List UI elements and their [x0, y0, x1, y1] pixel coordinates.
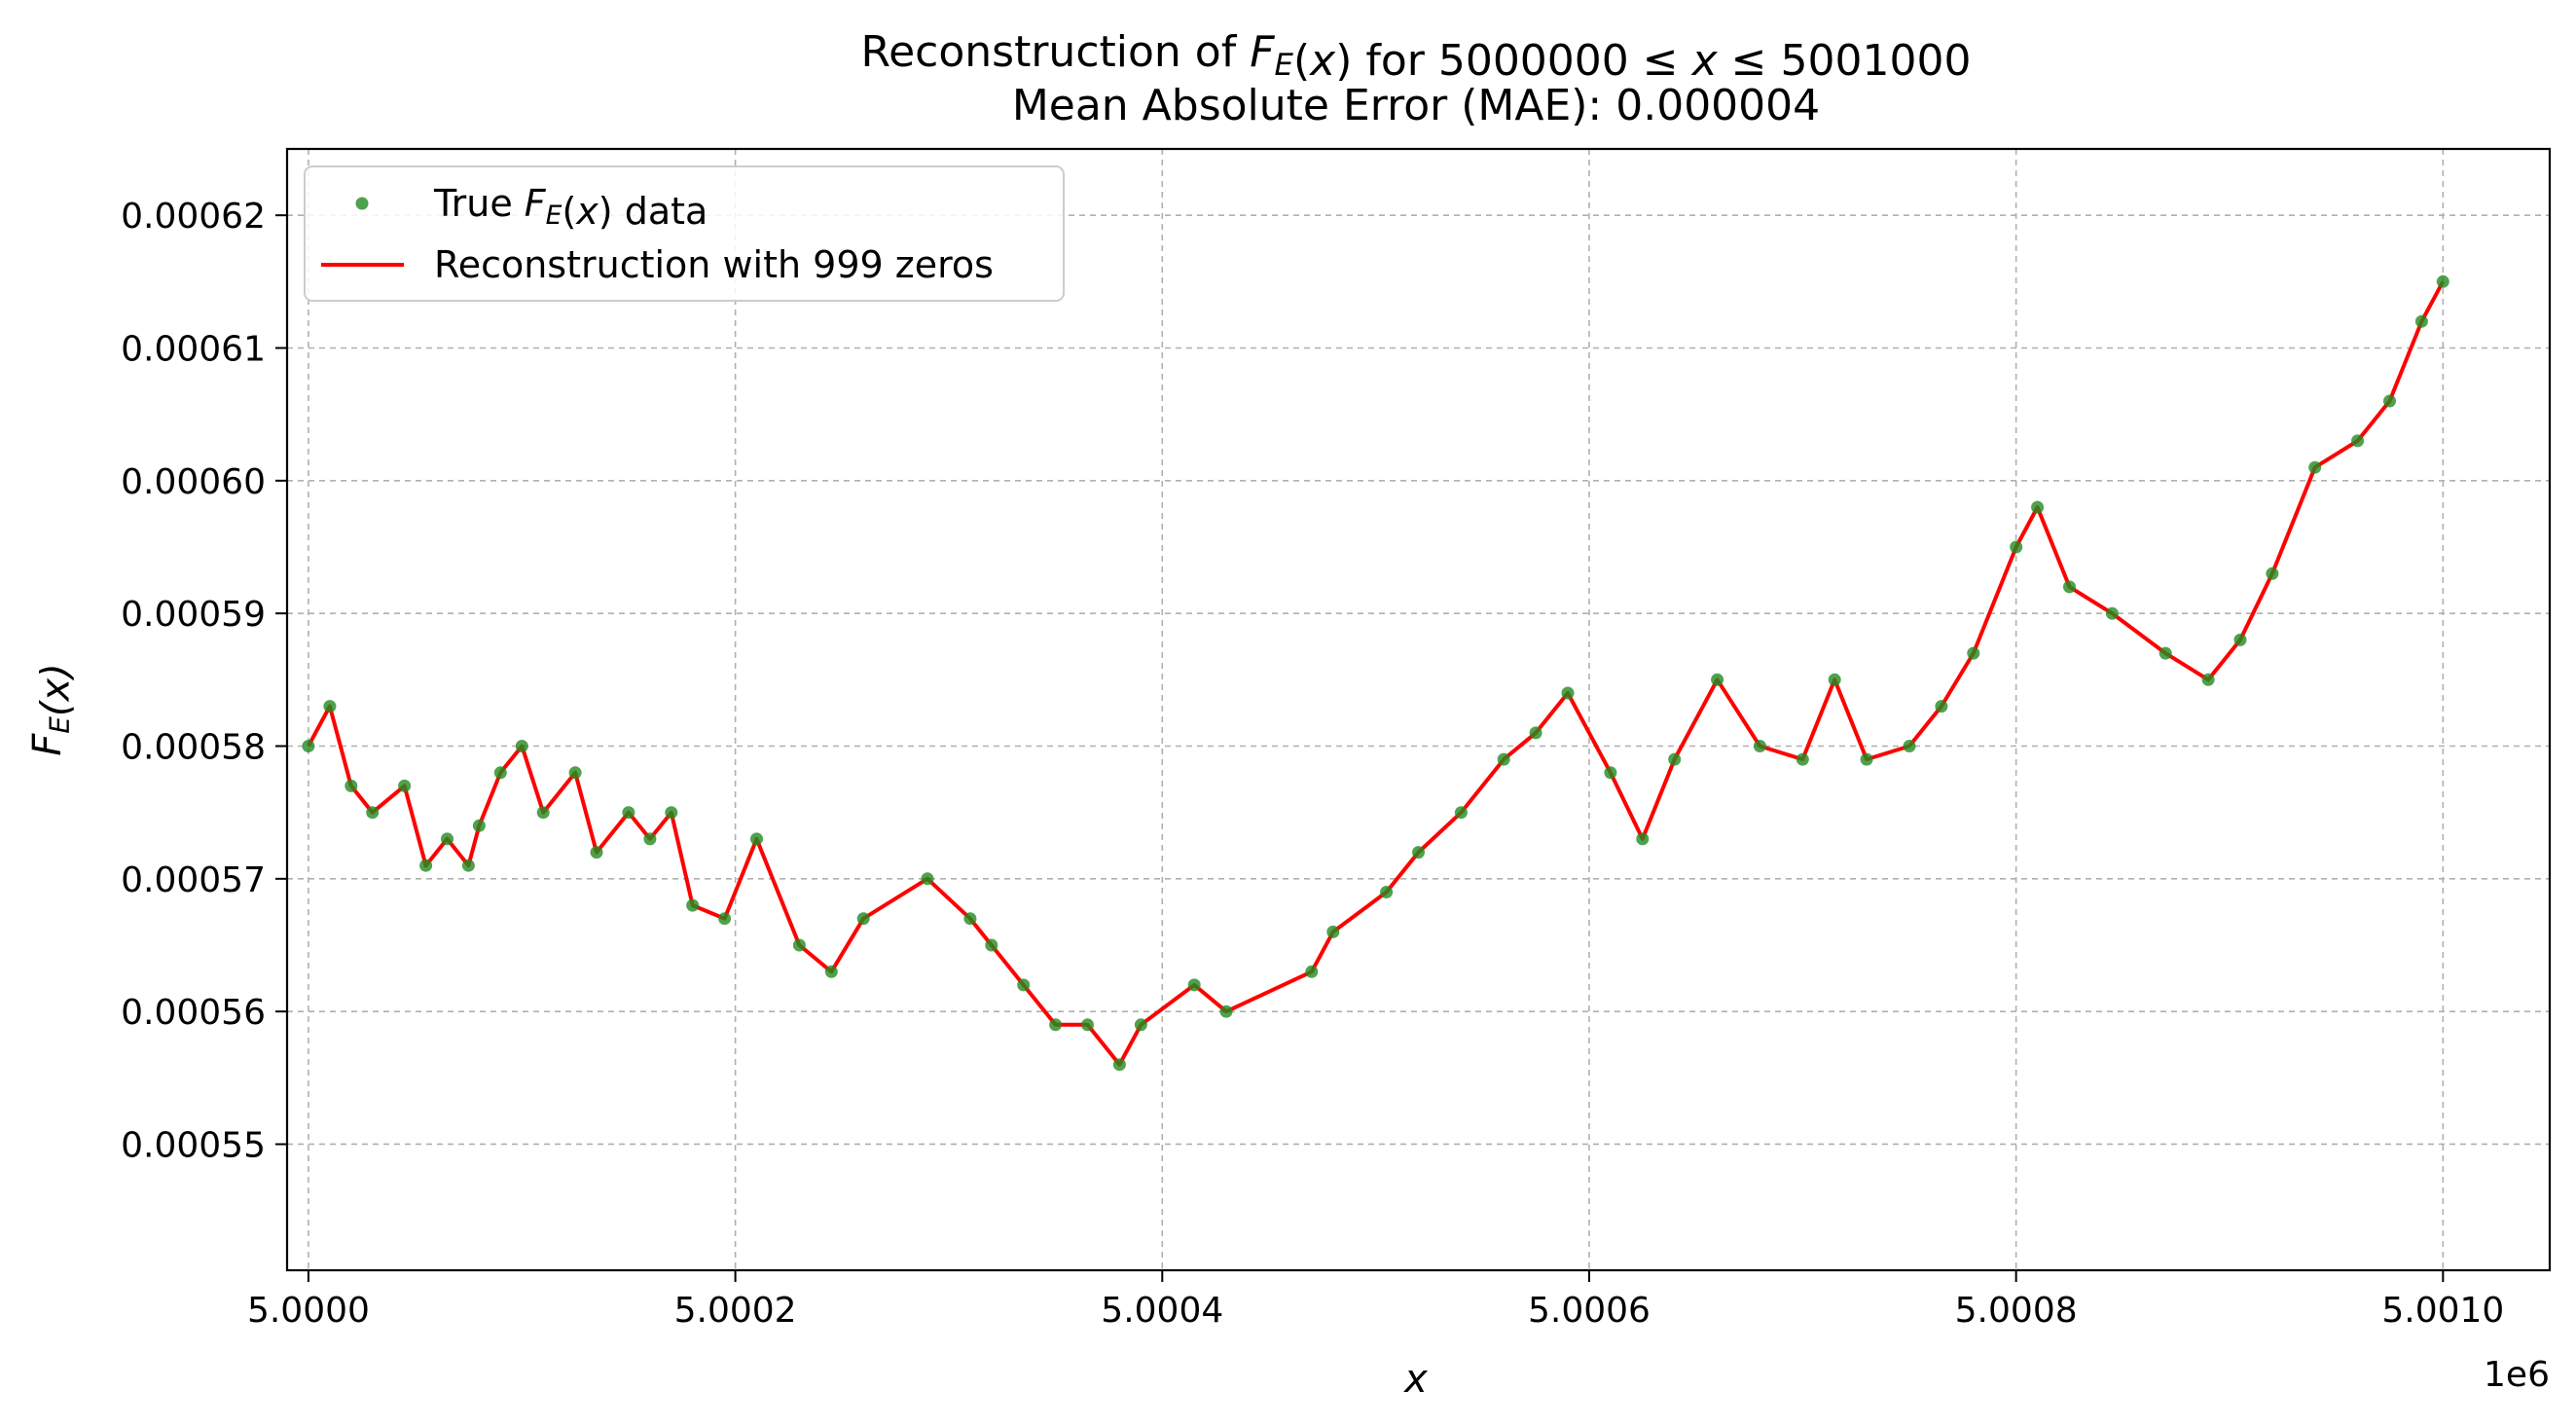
true-data-point: [1529, 726, 1542, 740]
true-data-point: [2233, 633, 2247, 646]
x-axis-label: x: [1402, 1357, 1428, 1402]
true-data-point: [665, 806, 678, 820]
y-tick-label: 0.00059: [121, 595, 266, 635]
chart-title-line-1: Reconstruction of FE(x) for 5000000 ≤ x …: [861, 27, 1972, 86]
true-data-point: [2159, 646, 2172, 660]
true-data-point: [1668, 752, 1682, 766]
true-data-point: [1112, 1058, 1126, 1072]
grid: [287, 149, 2550, 1270]
x-axis-offset-label: 1e6: [2484, 1355, 2550, 1395]
true-data-point: [441, 832, 454, 846]
true-data-point: [1305, 965, 1319, 978]
x-tick-label: 5.0004: [1101, 1291, 1223, 1331]
true-data-point: [2201, 673, 2215, 686]
true-data-point: [2010, 540, 2023, 554]
plot-area-frame: [285, 147, 2552, 1272]
true-data-point: [590, 846, 603, 859]
true-data-point: [2436, 274, 2449, 288]
true-data-point: [622, 806, 635, 820]
true-data-point: [2383, 394, 2396, 408]
legend-scatter-marker: [355, 197, 369, 210]
y-tick-label: 0.00056: [121, 993, 266, 1033]
true-data-point: [461, 859, 475, 872]
y-tick-label: 0.00062: [121, 197, 266, 237]
true-data-point: [2351, 434, 2365, 448]
true-data-point: [1380, 886, 1394, 898]
y-tick-label: 0.00058: [121, 727, 266, 767]
true-data-point: [1903, 740, 1916, 752]
true-data-series: [302, 274, 2449, 1072]
true-data-point: [2414, 314, 2428, 328]
y-tick-label: 0.00055: [121, 1125, 266, 1165]
true-data-point: [366, 806, 380, 820]
y-tick-label: 0.00061: [121, 329, 266, 369]
true-data-point: [2063, 580, 2076, 594]
true-data-point: [1081, 1018, 1094, 1032]
true-data-point: [963, 912, 977, 926]
true-data-point: [419, 859, 433, 872]
chart-title: Reconstruction of FE(x) for 5000000 ≤ x …: [861, 27, 1972, 130]
true-data-point: [1935, 700, 1948, 713]
legend-label-reconstruction: Reconstruction with 999 zeros: [434, 243, 994, 286]
true-data-point: [1753, 740, 1766, 752]
true-data-point: [493, 766, 507, 780]
true-data-point: [515, 740, 528, 752]
true-data-point: [718, 912, 732, 926]
true-data-point: [1187, 978, 1201, 992]
true-data-point: [345, 779, 358, 792]
true-data-point: [323, 700, 337, 713]
true-data-point: [1561, 686, 1575, 700]
true-data-point: [2266, 567, 2279, 580]
true-data-point: [1497, 752, 1510, 766]
chart-title-line-2: Mean Absolute Error (MAE): 0.000004: [1012, 81, 1820, 130]
true-data-point: [2105, 606, 2119, 620]
y-tick-label: 0.00060: [121, 462, 266, 502]
true-data-point: [1604, 766, 1617, 780]
true-data-point: [985, 938, 998, 952]
true-data-point: [1326, 925, 1340, 938]
x-tick-label: 5.0006: [1528, 1291, 1651, 1331]
true-data-point: [1711, 673, 1724, 686]
true-data-point: [1860, 752, 1873, 766]
true-data-point: [1134, 1018, 1147, 1032]
true-data-point: [1219, 1005, 1233, 1018]
true-data-point: [568, 766, 582, 780]
x-tick-label: 5.0010: [2381, 1291, 2504, 1331]
true-data-point: [824, 965, 838, 978]
true-data-point: [643, 832, 657, 846]
x-tick-label: 5.0002: [674, 1291, 797, 1331]
y-tick-label: 0.00057: [121, 860, 266, 900]
y-axis-label: FE(x): [25, 663, 78, 756]
true-data-point: [1828, 673, 1841, 686]
true-data-point: [1796, 752, 1809, 766]
true-data-point: [2031, 500, 2045, 514]
x-axis-ticks: 5.0000 5.0002 5.0004 5.0006 5.0008 5.0010: [247, 1270, 2504, 1331]
true-data-point: [1049, 1018, 1063, 1032]
true-data-point: [536, 806, 550, 820]
legend-label-true-data: True FE(x) data: [433, 182, 707, 233]
true-data-point: [1412, 846, 1425, 859]
true-data-point: [1454, 806, 1468, 820]
true-data-point: [302, 740, 315, 752]
x-tick-label: 5.0008: [1955, 1291, 2078, 1331]
true-data-point: [1017, 978, 1031, 992]
true-data-point: [856, 912, 870, 926]
true-data-point: [1636, 832, 1650, 846]
true-data-point: [2308, 460, 2322, 474]
true-data-point: [921, 872, 934, 886]
x-tick-label: 5.0000: [247, 1291, 370, 1331]
true-data-point: [686, 898, 700, 912]
true-data-point: [398, 779, 412, 792]
true-data-point: [750, 832, 763, 846]
y-axis-ticks: 0.00055 0.00056 0.00057 0.00058 0.00059 0.000…: [121, 197, 287, 1165]
true-data-point: [472, 819, 486, 832]
true-data-point: [1967, 646, 1980, 660]
legend: True FE(x) data Reconstruction with 999 …: [304, 165, 1065, 302]
true-data-point: [792, 938, 806, 952]
legend-box: [304, 165, 1065, 302]
